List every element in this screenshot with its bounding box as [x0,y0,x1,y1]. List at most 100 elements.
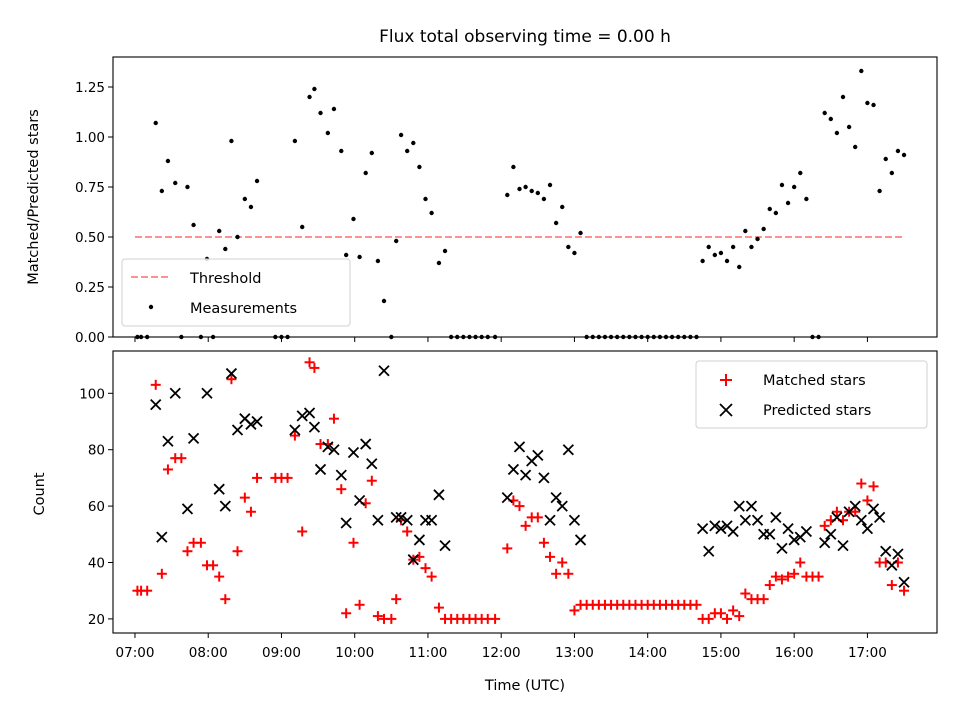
predicted-star-point [715,523,727,535]
bottom-x-tick-label: 10:00 [335,645,374,661]
measurement-point [529,188,534,194]
measurement-point [785,200,791,206]
measurement-point [404,148,410,154]
legend-matched-label: Matched stars [763,373,866,389]
predicted-star-point [782,523,794,535]
matched-star-point [182,546,193,557]
measurement-point [541,196,547,202]
bottom-x-axis-ticks: 07:00 08:00 09:00 10:00 11:00 12:00 13:00 14:00… [116,633,887,661]
matched-star-point [386,613,397,624]
predicted-star-point [709,520,721,532]
top-legend: Threshold Measurements [121,258,351,327]
measurement-point [779,182,785,188]
matched-star-point [764,580,775,591]
top-plot-frame [112,56,938,338]
predicted-star-point [213,483,225,495]
predicted-star-point [751,514,764,526]
predicted-star-point [831,511,843,524]
measurement-point [223,246,228,252]
measurement-point [429,210,434,216]
predicted-star-point [819,537,831,549]
matched-star-point [795,557,806,568]
predicted-star-point [169,387,181,399]
predicted-star-point [867,503,880,515]
measurement-point [865,100,870,106]
measurement-point [791,184,797,190]
top-y-tick-label: 1.00 [75,130,105,146]
matched-star-point [232,546,243,557]
matched-star-point [309,362,320,373]
measurement-point [743,228,748,234]
measurement-point [901,152,907,158]
measurement-point [173,180,178,186]
legend-predicted-swatch [719,403,733,417]
predicted-star-point [770,511,782,524]
matched-star-point [195,537,206,548]
measurement-point [517,186,522,192]
bottom-x-tick-label: 12:00 [482,645,521,661]
matched-star-point [740,588,751,599]
predicted-star-point [353,494,366,507]
matched-star-point [532,512,543,523]
predicted-star-point [372,514,384,526]
measurement-point [523,184,528,190]
matched-star-point [569,605,580,616]
predicted-star-point [335,469,347,481]
matched-star-point [214,571,225,582]
measurement-point [828,116,833,122]
matched-star-point [538,537,549,548]
measurement-point [846,124,852,130]
predicted-star-point [788,534,800,546]
matched-star-point [703,613,714,624]
measurement-point [369,150,374,156]
measurement-point [700,258,705,264]
predicted-star-point [513,441,526,453]
top-y-tick-label: 0.50 [75,230,105,246]
measurement-point [153,120,158,126]
measurement-point [840,94,846,100]
predicted-star-point [401,514,413,526]
bottom-x-tick-label: 15:00 [701,645,740,661]
predicted-star-point [378,365,390,377]
predicted-star-point [739,514,751,526]
measurement-point [773,210,779,216]
matched-star-point [856,478,867,489]
predicted-star-point [574,534,587,546]
measurement-point [417,164,422,170]
matched-star-point [563,568,574,579]
measurement-point [566,244,571,250]
matched-star-point [551,568,562,579]
legend-threshold-label: Threshold [189,271,261,287]
matched-star-point [420,563,431,574]
matched-star-point [426,571,437,582]
predicted-star-point [303,407,316,419]
predicted-star-point [162,435,174,447]
matched-star-point [770,571,781,582]
measurement-point [292,138,298,144]
bottom-y-tick-label: 80 [88,443,105,459]
matched-star-point [557,557,568,568]
measurement-point [312,86,317,92]
measurement-point [235,234,240,240]
measurement-point [712,252,718,258]
measurement-point [436,260,442,266]
measurement-point [859,68,864,74]
matched-star-point [813,571,824,582]
top-y-axis-label: Matched/Predicted stars [26,109,42,285]
legend-measurements-label: Measurements [190,301,297,317]
predicted-star-point [433,489,445,501]
predicted-star-point [308,421,321,433]
measurement-point [307,94,312,100]
legend-matched-swatch [720,374,732,386]
predicted-star-point [390,511,402,524]
measurement-point [724,258,730,264]
measurement-point [339,148,344,154]
bottom-y-tick-label: 100 [79,386,105,402]
matched-star-point [899,585,910,596]
predicted-star-point [544,514,556,526]
measurement-point [185,184,190,190]
measurement-point [217,228,222,234]
matched-star-point [402,526,413,537]
predicted-star-point [501,492,513,504]
bottom-y-tick-label: 40 [88,556,105,572]
